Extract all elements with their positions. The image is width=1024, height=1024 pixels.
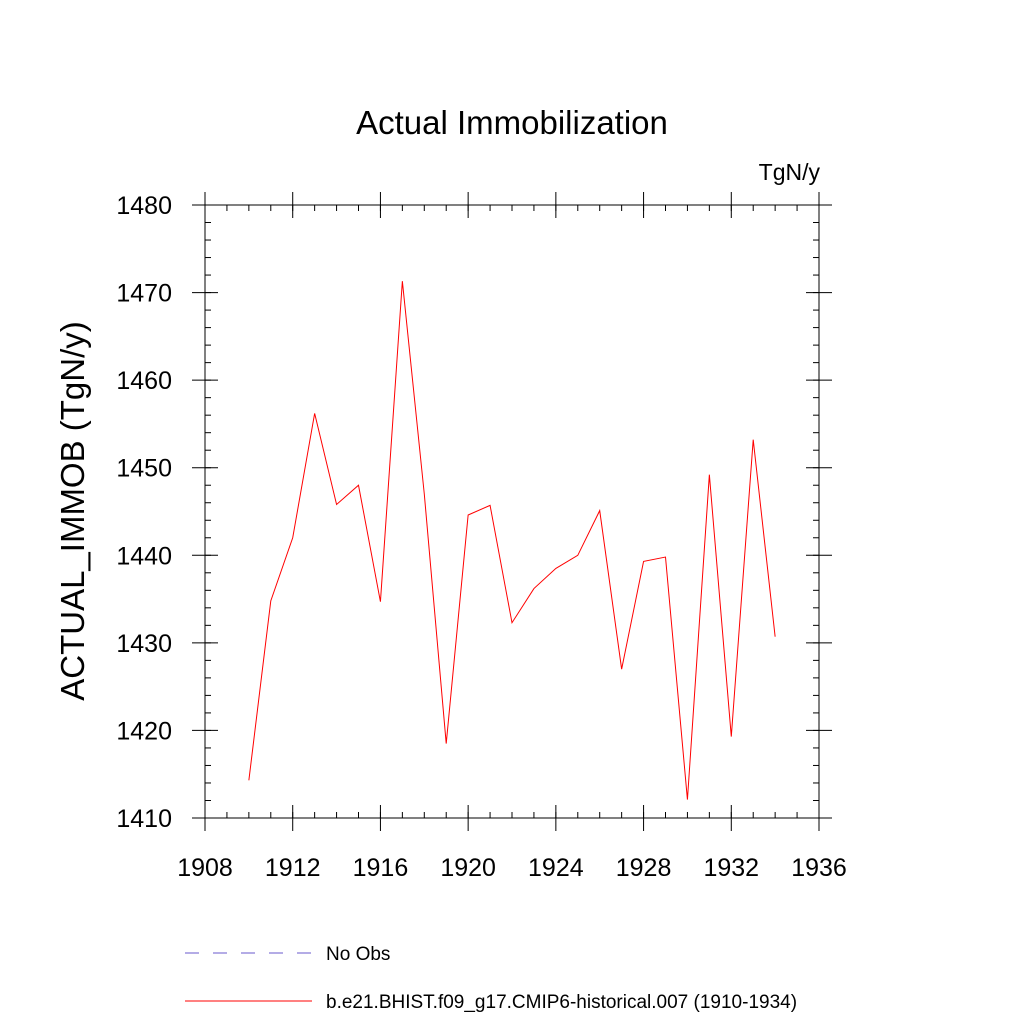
x-tick-label: 1928 — [616, 854, 672, 882]
legend: No Obs b.e21.BHIST.f09_g17.CMIP6-historic… — [185, 944, 797, 1013]
y-tick-label: 1410 — [116, 805, 172, 833]
y-tick-label: 1480 — [116, 192, 172, 220]
y-tick-label: 1450 — [116, 455, 172, 483]
x-tick-label: 1916 — [353, 854, 409, 882]
y-tick-label: 1460 — [116, 367, 172, 395]
y-axis-label: ACTUAL_IMMOB (TgN/y) — [54, 321, 91, 701]
y-tick-label: 1440 — [116, 542, 172, 570]
y-tick-label: 1420 — [116, 717, 172, 745]
x-tick-label: 1908 — [177, 854, 233, 882]
x-tick-label: 1912 — [265, 854, 321, 882]
tick-labels: 1908 1912 1916 1920 1924 1928 1932 1936 1410 1420… — [116, 192, 846, 882]
legend-label: b.e21.BHIST.f09_g17.CMIP6-historical.007… — [326, 992, 797, 1013]
major-ticks — [192, 192, 832, 831]
legend-label: No Obs — [326, 944, 390, 965]
y-tick-label: 1470 — [116, 280, 172, 308]
x-tick-label: 1920 — [440, 854, 496, 882]
plot-frame — [204, 204, 820, 819]
series-line — [248, 281, 776, 800]
units-label: TgN/y — [759, 159, 821, 185]
y-tick-label: 1430 — [116, 630, 172, 658]
series-layer — [248, 281, 776, 800]
x-tick-label: 1924 — [528, 854, 584, 882]
x-tick-label: 1936 — [791, 854, 847, 882]
x-tick-label: 1932 — [703, 854, 759, 882]
chart-title: Actual Immobilization — [356, 104, 668, 141]
